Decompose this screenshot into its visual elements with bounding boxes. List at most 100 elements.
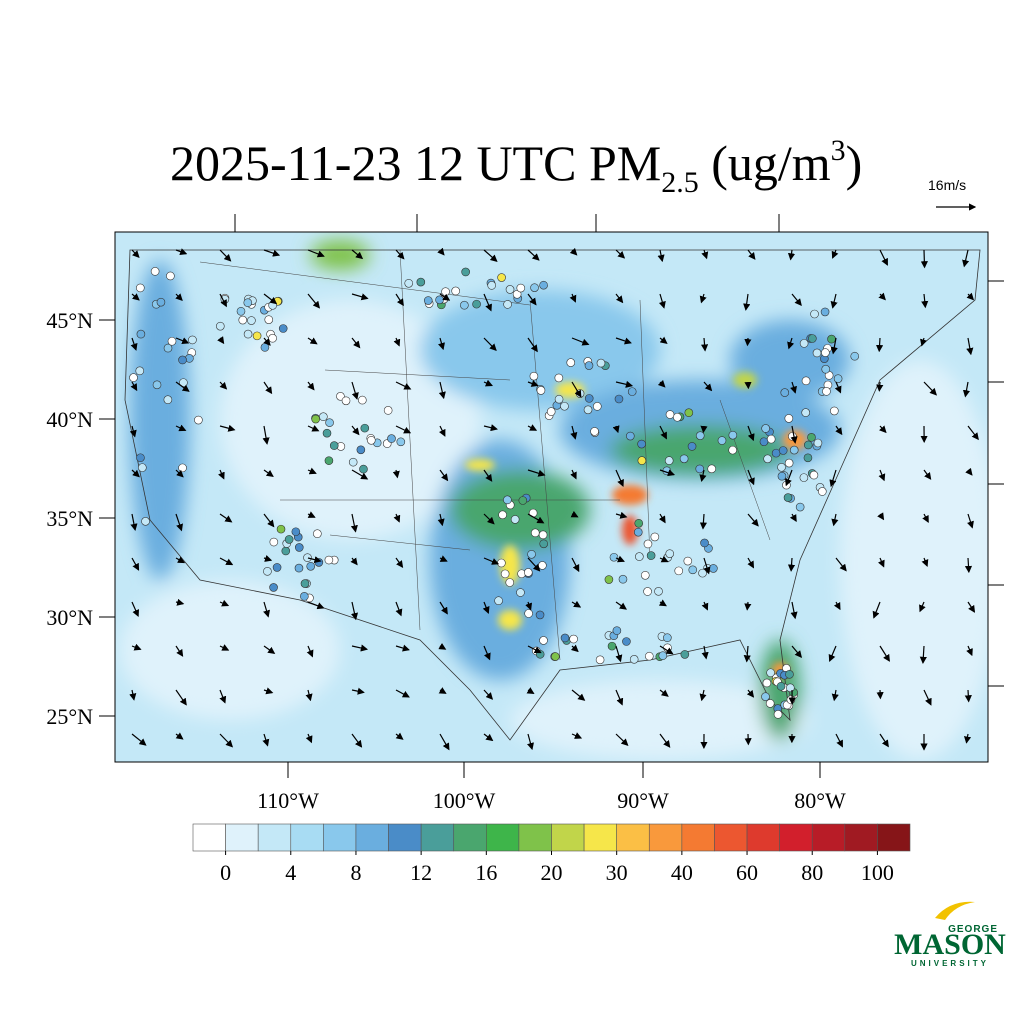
lat-label: 30°N bbox=[46, 605, 93, 630]
wind-arrow bbox=[967, 513, 974, 529]
wind-arrow bbox=[175, 732, 184, 740]
colorbar-box bbox=[257, 823, 292, 852]
wind-arrow bbox=[305, 733, 313, 744]
wind-arrow bbox=[615, 380, 634, 388]
station bbox=[560, 633, 570, 643]
colorbar-box bbox=[420, 823, 455, 852]
wind-arrow bbox=[438, 425, 446, 437]
station bbox=[238, 315, 248, 325]
wind-arrow bbox=[875, 337, 884, 353]
station bbox=[498, 510, 507, 520]
wind-arrow bbox=[175, 248, 188, 256]
station bbox=[503, 495, 512, 505]
colorbar-box bbox=[192, 823, 226, 852]
wind-arrow bbox=[570, 469, 577, 480]
station bbox=[607, 641, 617, 651]
wind-arrow bbox=[833, 601, 841, 611]
station bbox=[590, 427, 599, 436]
station bbox=[461, 267, 470, 277]
station bbox=[236, 306, 246, 316]
wind-arrow bbox=[482, 601, 490, 614]
wind-arrow bbox=[527, 380, 539, 387]
wind-arrow bbox=[876, 381, 884, 392]
colorbar-box bbox=[551, 823, 585, 852]
wind-arrow bbox=[659, 469, 676, 477]
colorbar-tick-label: 20 bbox=[541, 860, 563, 885]
station bbox=[396, 437, 406, 447]
wind-arrow bbox=[921, 293, 929, 309]
colorbar-tick-label: 8 bbox=[350, 860, 361, 885]
wind-arrow bbox=[790, 601, 798, 620]
wind-arrow bbox=[527, 293, 537, 306]
wind-arrow bbox=[615, 555, 625, 563]
colorbar-box bbox=[453, 823, 487, 852]
station bbox=[505, 285, 515, 294]
station bbox=[150, 267, 160, 276]
wind-arrow bbox=[175, 598, 185, 606]
station bbox=[252, 331, 262, 341]
wind-arrow bbox=[263, 645, 276, 654]
station bbox=[821, 348, 830, 357]
station bbox=[761, 424, 770, 433]
wind-arrow bbox=[571, 557, 580, 573]
station bbox=[451, 286, 460, 296]
station bbox=[728, 445, 737, 455]
wind-arrow bbox=[962, 249, 970, 268]
station bbox=[785, 683, 795, 693]
station bbox=[817, 487, 827, 496]
colorbar-box bbox=[388, 823, 422, 852]
colorbar-box bbox=[583, 823, 617, 852]
station bbox=[833, 374, 843, 383]
colorbar-tick-label: 12 bbox=[410, 860, 432, 885]
wind-arrow bbox=[527, 733, 534, 751]
wind-arrow bbox=[219, 249, 232, 262]
vector-reference-label: 16m/s bbox=[928, 177, 966, 193]
wind-arrow bbox=[483, 557, 500, 565]
wind-arrow bbox=[834, 381, 842, 394]
wind-arrow bbox=[828, 645, 837, 662]
station bbox=[633, 527, 643, 537]
station bbox=[695, 464, 705, 474]
station bbox=[614, 394, 624, 404]
station bbox=[799, 339, 809, 348]
wind-arrow bbox=[350, 513, 358, 533]
station bbox=[627, 387, 637, 396]
wind-arrow bbox=[743, 645, 751, 663]
wind-arrow bbox=[130, 513, 138, 532]
wind-arrow bbox=[175, 645, 184, 657]
station bbox=[788, 432, 797, 441]
wind-arrow bbox=[746, 689, 755, 698]
wind-arrow bbox=[657, 249, 665, 263]
wind-arrow bbox=[527, 249, 540, 261]
wind-arrow bbox=[659, 336, 668, 344]
colorbar-box bbox=[844, 823, 878, 852]
wind-arrow bbox=[747, 249, 756, 260]
wind-arrow bbox=[219, 599, 230, 607]
wind-arrow bbox=[395, 732, 404, 740]
wind-arrow bbox=[571, 381, 582, 398]
wind-arrow bbox=[307, 424, 320, 432]
colorbar-tick-label: 60 bbox=[736, 860, 758, 885]
station bbox=[784, 414, 794, 423]
station bbox=[644, 651, 654, 661]
wind-arrow bbox=[790, 381, 797, 394]
wind-arrow bbox=[439, 733, 450, 751]
wind-arrow bbox=[791, 293, 802, 307]
wind-arrow bbox=[570, 644, 579, 653]
wind-arrow bbox=[658, 513, 666, 524]
wind-arrow bbox=[966, 292, 975, 301]
station bbox=[629, 655, 639, 664]
wind-arrow bbox=[483, 379, 493, 387]
wind-arrow bbox=[879, 645, 890, 662]
station bbox=[503, 300, 512, 309]
wind-arrow bbox=[307, 467, 317, 475]
station bbox=[300, 592, 309, 601]
station bbox=[518, 496, 528, 505]
wind-arrow bbox=[571, 732, 583, 739]
colorbar-tick-label: 80 bbox=[801, 860, 823, 885]
wind-arrow bbox=[615, 511, 628, 519]
wind-arrow bbox=[130, 337, 138, 351]
station bbox=[510, 515, 520, 524]
wind-arrow bbox=[923, 469, 932, 480]
wind-arrow bbox=[615, 689, 624, 706]
